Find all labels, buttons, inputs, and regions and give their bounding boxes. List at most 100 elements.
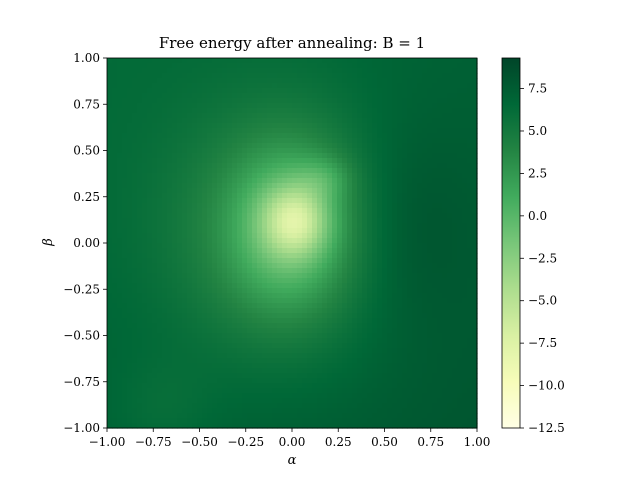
heatmap-cell bbox=[252, 113, 258, 119]
heatmap-cell bbox=[172, 323, 178, 329]
heatmap-cell bbox=[167, 188, 173, 194]
heatmap-cell bbox=[402, 368, 408, 374]
heatmap-cell bbox=[382, 268, 388, 274]
heatmap-cell bbox=[312, 173, 318, 179]
heatmap-cell bbox=[332, 368, 338, 374]
heatmap-cell bbox=[277, 393, 283, 399]
heatmap-cell bbox=[422, 153, 428, 159]
heatmap-cell bbox=[407, 363, 413, 369]
heatmap-cell bbox=[152, 268, 158, 274]
heatmap-cell bbox=[167, 193, 173, 199]
heatmap-cell bbox=[317, 123, 323, 129]
heatmap-cell bbox=[402, 223, 408, 229]
heatmap-cell bbox=[277, 378, 283, 384]
heatmap-cell bbox=[382, 403, 388, 409]
heatmap-cell bbox=[352, 68, 358, 74]
heatmap-cell bbox=[382, 138, 388, 144]
heatmap-cell bbox=[282, 223, 288, 229]
heatmap-cell bbox=[202, 348, 208, 354]
heatmap-cell bbox=[227, 103, 233, 109]
heatmap-cell bbox=[212, 353, 218, 359]
heatmap-cell bbox=[257, 118, 263, 124]
heatmap-cell bbox=[372, 313, 378, 319]
heatmap-cell bbox=[337, 303, 343, 309]
heatmap-cell bbox=[107, 268, 113, 274]
heatmap-cell bbox=[267, 313, 273, 319]
heatmap-cell bbox=[332, 173, 338, 179]
heatmap-cell bbox=[237, 128, 243, 134]
heatmap-cell bbox=[127, 333, 133, 339]
heatmap-cell bbox=[107, 308, 113, 314]
heatmap-cell bbox=[347, 328, 353, 334]
heatmap-cell bbox=[132, 338, 138, 344]
heatmap-cell bbox=[182, 98, 188, 104]
heatmap-cell bbox=[182, 388, 188, 394]
heatmap-cell bbox=[392, 58, 398, 64]
heatmap-cell bbox=[212, 283, 218, 289]
heatmap-cell bbox=[437, 313, 443, 319]
heatmap-cell bbox=[307, 183, 313, 189]
heatmap-cell bbox=[247, 303, 253, 309]
heatmap-cell bbox=[142, 153, 148, 159]
heatmap-cell bbox=[212, 63, 218, 69]
heatmap-cell bbox=[237, 328, 243, 334]
heatmap-cell bbox=[437, 123, 443, 129]
heatmap-cell bbox=[362, 288, 368, 294]
heatmap-cell bbox=[352, 328, 358, 334]
heatmap-cell bbox=[337, 338, 343, 344]
heatmap-cell bbox=[182, 228, 188, 234]
heatmap-cell bbox=[142, 178, 148, 184]
heatmap-cell bbox=[197, 313, 203, 319]
heatmap-cell bbox=[182, 353, 188, 359]
heatmap-cell bbox=[142, 143, 148, 149]
heatmap-cell bbox=[402, 403, 408, 409]
heatmap-cell bbox=[232, 88, 238, 94]
heatmap-cell bbox=[347, 168, 353, 174]
heatmap-cell bbox=[427, 238, 433, 244]
heatmap-cell bbox=[327, 203, 333, 209]
heatmap-cell bbox=[297, 118, 303, 124]
heatmap-cell bbox=[432, 293, 438, 299]
heatmap-cell bbox=[322, 148, 328, 154]
heatmap-cell bbox=[292, 203, 298, 209]
heatmap-cell bbox=[337, 273, 343, 279]
heatmap-cell bbox=[247, 373, 253, 379]
heatmap-cell bbox=[427, 358, 433, 364]
heatmap-cell bbox=[257, 313, 263, 319]
heatmap-cell bbox=[272, 128, 278, 134]
heatmap-cell bbox=[437, 393, 443, 399]
heatmap-cell bbox=[307, 213, 313, 219]
heatmap-cell bbox=[287, 93, 293, 99]
heatmap-cell bbox=[157, 303, 163, 309]
heatmap-cell bbox=[407, 293, 413, 299]
heatmap-cell bbox=[307, 223, 313, 229]
heatmap-cell bbox=[192, 313, 198, 319]
heatmap-cell bbox=[332, 143, 338, 149]
heatmap-cell bbox=[217, 313, 223, 319]
heatmap-cell bbox=[352, 418, 358, 424]
heatmap-cell bbox=[207, 288, 213, 294]
heatmap-cell bbox=[337, 408, 343, 414]
heatmap-cell bbox=[127, 158, 133, 164]
heatmap-cell bbox=[167, 88, 173, 94]
heatmap-cell bbox=[142, 378, 148, 384]
heatmap-cell bbox=[217, 368, 223, 374]
heatmap-cell bbox=[227, 123, 233, 129]
heatmap-cell bbox=[427, 308, 433, 314]
heatmap-cell bbox=[397, 308, 403, 314]
heatmap-cell bbox=[227, 93, 233, 99]
heatmap-cell bbox=[227, 418, 233, 424]
heatmap-cell bbox=[197, 103, 203, 109]
heatmap-cell bbox=[307, 188, 313, 194]
heatmap-cell bbox=[252, 133, 258, 139]
heatmap-cell bbox=[152, 198, 158, 204]
heatmap-cell bbox=[187, 393, 193, 399]
heatmap-cell bbox=[147, 323, 153, 329]
heatmap-cell bbox=[197, 78, 203, 84]
heatmap-cell bbox=[397, 328, 403, 334]
heatmap-cell bbox=[212, 193, 218, 199]
heatmap-cell bbox=[327, 223, 333, 229]
heatmap-cell bbox=[342, 373, 348, 379]
heatmap-cell bbox=[367, 313, 373, 319]
heatmap-cell bbox=[427, 273, 433, 279]
